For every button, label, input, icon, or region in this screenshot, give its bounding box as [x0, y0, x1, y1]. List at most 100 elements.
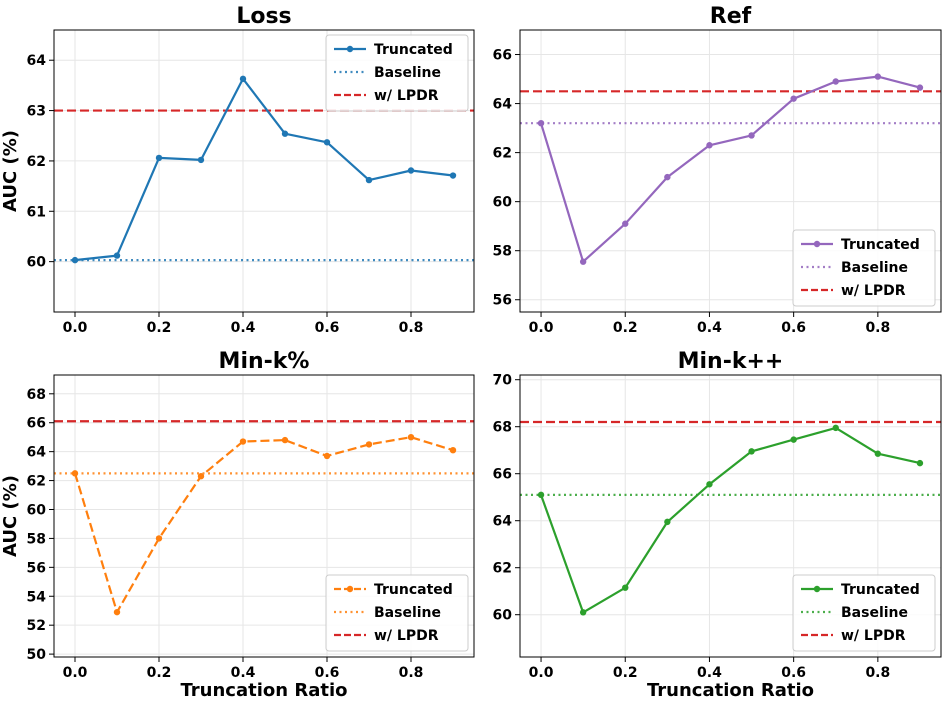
x-tick-label: 0.2	[613, 320, 638, 336]
legend: Truncated Baseline w/ LPDR	[792, 574, 936, 652]
truncated-point	[365, 441, 373, 448]
truncated-point	[113, 252, 121, 259]
x-tick-label: 0.8	[399, 665, 424, 681]
panel-min-k: 0.0 0.2 0.4 0.6 0.8 60 62 64 66 68 70 Min-k++ Trunca…	[493, 349, 942, 701]
x-axis-label: Truncation Ratio	[181, 680, 348, 701]
legend-marker	[813, 585, 821, 593]
panel-ref: 0.0 0.2 0.4 0.6 0.8 56 58 60 62 64 66 Ref Truncated B…	[493, 4, 942, 336]
y-tick-label: 62	[27, 154, 46, 170]
truncated-series-line	[73, 436, 454, 614]
truncated-point	[155, 535, 163, 542]
y-tick-label: 52	[27, 618, 46, 634]
x-tick-label: 0.4	[231, 320, 256, 336]
x-axis-label: Truncation Ratio	[647, 680, 814, 701]
axes-frame	[53, 29, 475, 313]
x-tick-label: 0.6	[781, 320, 806, 336]
x-tick-label: 0.6	[315, 320, 340, 336]
truncated-point	[790, 436, 797, 443]
x-tick-label: 0.6	[781, 665, 806, 681]
x-tick-label: 0.8	[865, 320, 890, 336]
truncated-point	[579, 258, 587, 265]
y-tick-label: 50	[27, 647, 47, 663]
y-tick-label: 60	[493, 195, 513, 211]
y-tick-label: 70	[493, 373, 513, 389]
truncated-point	[71, 256, 79, 264]
truncated-point	[874, 450, 882, 457]
truncated-point	[407, 433, 415, 441]
legend-label: Baseline	[841, 260, 908, 276]
y-tick-label: 64	[493, 97, 513, 113]
legend-label: w/ LPDR	[374, 88, 439, 104]
plot-area	[520, 73, 941, 265]
x-tick-label: 0.6	[315, 665, 340, 681]
legend: Truncated Baseline w/ LPDR	[325, 34, 469, 112]
truncated-point	[664, 173, 671, 181]
truncated-point	[537, 119, 545, 127]
x-tick-label: 0.2	[147, 320, 172, 336]
truncated-series-line	[539, 75, 921, 263]
truncated-point	[832, 78, 839, 85]
truncated-point	[113, 608, 121, 616]
y-tick-label: 62	[493, 561, 512, 577]
panel-title: Min-k%	[219, 349, 310, 374]
y-tick-label: 68	[493, 420, 512, 436]
truncated-point	[706, 142, 713, 149]
truncated-point	[622, 220, 629, 227]
truncated-point	[664, 518, 671, 526]
panel-title: Ref	[710, 4, 752, 29]
truncated-point	[365, 176, 373, 184]
truncated-point	[197, 473, 205, 480]
truncated-point	[449, 447, 457, 454]
legend-frame	[325, 34, 469, 112]
legend-marker	[813, 240, 821, 248]
plot-area	[54, 420, 474, 616]
truncated-point	[323, 452, 331, 460]
panel-min-k: 0.0 0.2 0.4 0.6 0.8 50 52 54 56 58 60 62 64 66 68 Min-k…	[0, 349, 475, 701]
plot-area	[520, 420, 941, 616]
truncated-point	[71, 470, 79, 477]
x-tick-label: 0.4	[697, 665, 722, 681]
x-tick-label: 0.0	[529, 665, 554, 681]
truncated-point	[622, 584, 629, 591]
y-tick-label: 60	[493, 608, 513, 624]
x-tick-label: 0.2	[147, 665, 172, 681]
x-tick-label: 0.4	[231, 665, 256, 681]
legend-label: Truncated	[374, 42, 453, 58]
truncated-series-line	[74, 77, 454, 262]
y-tick-label: 64	[493, 514, 513, 530]
legend-label: Baseline	[374, 605, 441, 621]
y-axis-label: AUC (%)	[0, 130, 21, 212]
panel-title: Min-k++	[678, 349, 784, 374]
legend-label: w/ LPDR	[841, 628, 906, 644]
truncated-point	[706, 481, 713, 488]
y-tick-label: 66	[27, 416, 46, 432]
x-tick-label: 0.8	[399, 320, 424, 336]
truncated-point	[916, 84, 924, 91]
truncated-point	[155, 154, 163, 162]
axes-frame	[53, 374, 475, 658]
legend-frame	[792, 574, 936, 652]
y-tick-label: 68	[27, 387, 46, 403]
legend-label: Truncated	[841, 582, 920, 598]
y-tick-label: 54	[27, 589, 47, 605]
y-tick-label: 64	[27, 53, 47, 69]
truncated-point	[874, 73, 882, 80]
y-tick-label: 61	[27, 204, 46, 220]
x-tick-label: 0.4	[697, 320, 722, 336]
legend-label: Baseline	[841, 605, 908, 621]
axes-frame	[519, 29, 942, 313]
x-tick-label: 0.8	[865, 665, 890, 681]
x-tick-label: 0.2	[613, 665, 638, 681]
y-tick-label: 60	[27, 255, 47, 271]
truncated-point	[449, 172, 457, 179]
x-tick-label: 0.0	[63, 320, 88, 336]
truncated-point	[537, 491, 545, 499]
y-axis-label: AUC (%)	[0, 475, 21, 557]
legend-label: w/ LPDR	[374, 628, 439, 644]
y-tick-label: 60	[27, 502, 47, 518]
truncated-point	[239, 75, 247, 83]
y-tick-label: 62	[493, 146, 512, 162]
y-tick-label: 58	[27, 531, 46, 547]
truncated-point	[916, 459, 924, 467]
